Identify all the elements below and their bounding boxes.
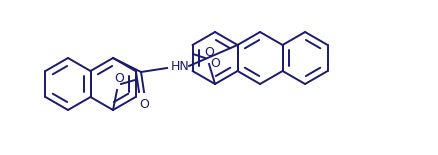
Text: HN: HN <box>171 60 189 73</box>
Text: O: O <box>139 98 148 111</box>
Text: O: O <box>204 46 213 59</box>
Text: O: O <box>114 72 124 85</box>
Text: O: O <box>210 57 219 70</box>
